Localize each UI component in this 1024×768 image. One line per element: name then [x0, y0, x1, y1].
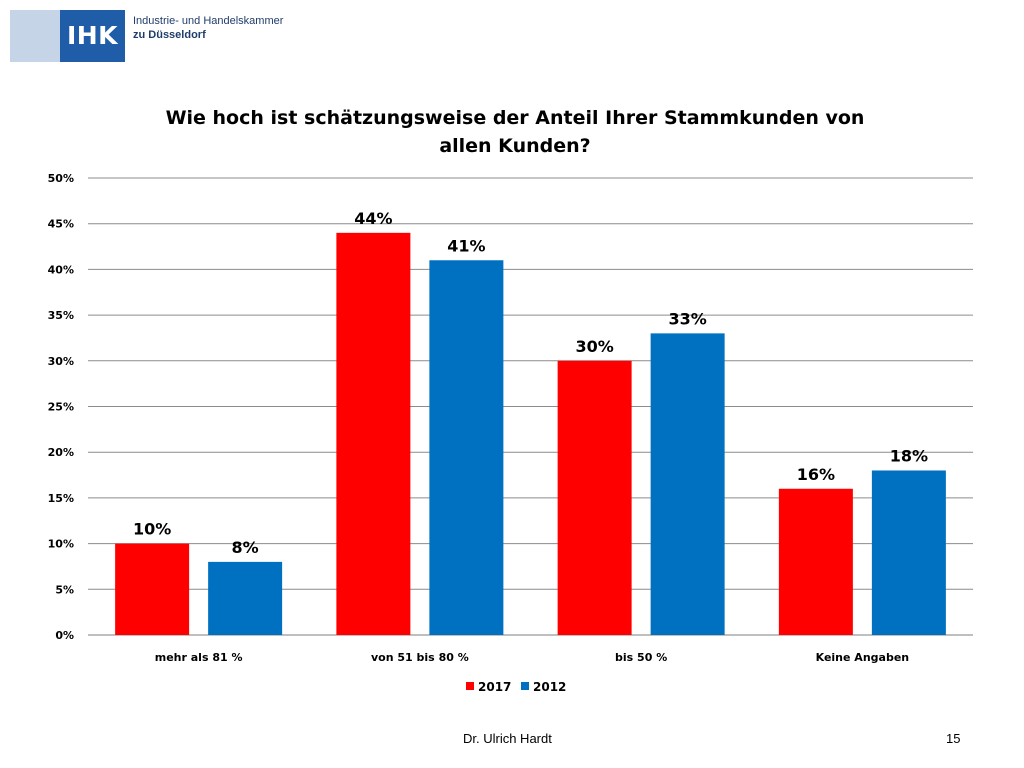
bar-2017-2 [557, 360, 632, 635]
legend-label: 2017 [478, 680, 511, 694]
bar-2012-3 [871, 470, 946, 635]
data-label: 8% [232, 538, 259, 557]
bar-2017-3 [778, 488, 853, 635]
y-tick-label: 5% [55, 583, 74, 596]
x-tick-label: mehr als 81 % [155, 651, 243, 664]
y-tick-label: 45% [48, 218, 74, 231]
footer-author: Dr. Ulrich Hardt [463, 731, 552, 746]
bar-2012-1 [429, 260, 504, 635]
page-number: 15 [946, 731, 961, 746]
logo-line-1: Industrie- und Handelskammer [133, 15, 284, 27]
data-label: 10% [133, 520, 171, 539]
logo-line-2: zu Düsseldorf [133, 29, 206, 41]
data-label: 44% [354, 209, 392, 228]
legend-label: 2012 [533, 680, 566, 694]
x-tick-label: Keine Angaben [816, 651, 910, 664]
legend-swatch-2012 [521, 682, 529, 690]
legend-swatch-2017 [466, 682, 474, 690]
data-label: 41% [447, 236, 485, 255]
ihk-logo: IHK Industrie- und Handelskammer zu Düss… [10, 10, 283, 62]
data-label: 30% [575, 337, 613, 356]
y-tick-label: 50% [48, 172, 74, 185]
chart-title: Wie hoch ist schätzungsweise der Anteil … [165, 107, 865, 157]
bar-2017-1 [336, 232, 411, 635]
logo-mark: IHK [60, 10, 125, 62]
y-tick-label: 20% [48, 446, 74, 459]
data-label: 33% [668, 309, 706, 328]
x-tick-label: bis 50 % [615, 651, 667, 664]
y-tick-label: 15% [48, 492, 74, 505]
data-label: 18% [890, 446, 928, 465]
y-tick-label: 30% [48, 355, 74, 368]
bar-2012-0 [208, 561, 283, 635]
y-tick-label: 40% [48, 263, 74, 276]
bar-2012-2 [650, 333, 725, 635]
logo-accent-block [10, 10, 60, 62]
data-label: 16% [797, 465, 835, 484]
y-tick-label: 35% [48, 309, 74, 322]
bar-2017-0 [115, 543, 190, 635]
y-tick-label: 0% [55, 629, 74, 642]
x-tick-label: von 51 bis 80 % [371, 651, 469, 664]
y-tick-label: 25% [48, 401, 74, 414]
y-tick-label: 10% [48, 538, 74, 551]
